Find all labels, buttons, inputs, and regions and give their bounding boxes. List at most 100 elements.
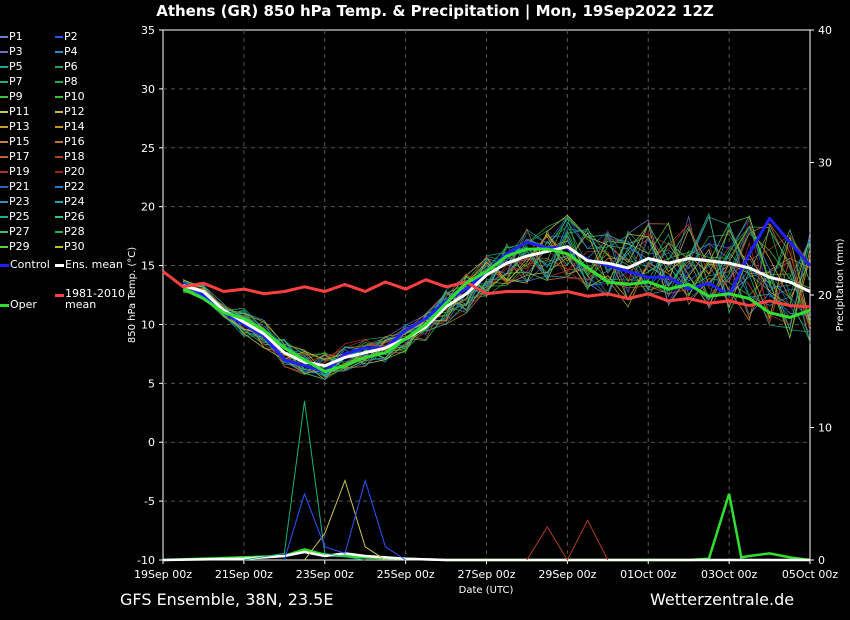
legend-item-p18: P18	[55, 150, 85, 164]
legend-swatch	[55, 293, 64, 297]
legend-item-ens-mean: Ens. mean	[55, 258, 123, 272]
y2-tick-label: 20	[818, 289, 832, 302]
legend-swatch	[0, 216, 8, 218]
legend-item-p1: P1	[0, 30, 23, 44]
legend-swatch	[0, 231, 8, 233]
y2-tick-label: 40	[818, 24, 832, 37]
legend-swatch	[0, 246, 8, 248]
legend-label: P30	[64, 240, 85, 253]
legend-item-p11: P11	[0, 105, 30, 119]
legend-label: P12	[64, 105, 85, 118]
legend-label: P8	[64, 75, 78, 88]
y-tick-label: 10	[141, 318, 155, 331]
legend-label: P22	[64, 180, 85, 193]
legend-item-p14: P14	[55, 120, 85, 134]
legend-swatch	[0, 111, 8, 113]
member-line-p18	[183, 223, 811, 375]
legend-item-p23: P23	[0, 195, 30, 209]
legend-label: Control	[10, 258, 50, 271]
legend-item-p27: P27	[0, 225, 30, 239]
legend-item-p26: P26	[55, 210, 85, 224]
legend-label: P17	[9, 150, 30, 163]
legend-label: P29	[9, 240, 30, 253]
legend-item-p9: P9	[0, 90, 23, 104]
legend-label: P2	[64, 30, 78, 43]
legend-item-p29: P29	[0, 240, 30, 254]
x-tick-label: 01Oct 00z	[620, 568, 677, 581]
legend-swatch	[0, 126, 8, 128]
legend-item-p28: P28	[55, 225, 85, 239]
legend-label: P7	[9, 75, 23, 88]
x-tick-label: 27Sep 00z	[458, 568, 516, 581]
legend-item-p12: P12	[55, 105, 85, 119]
legend-item-p19: P19	[0, 165, 30, 179]
member-line-p23	[183, 243, 811, 380]
legend-label: P27	[9, 225, 30, 238]
legend-swatch	[55, 263, 64, 267]
legend-swatch	[55, 96, 63, 98]
legend-swatch	[55, 126, 63, 128]
legend-swatch	[55, 81, 63, 83]
legend-label: P5	[9, 60, 23, 73]
legend-item-p10: P10	[55, 90, 85, 104]
legend-swatch	[55, 186, 63, 188]
legend-label: P21	[9, 180, 30, 193]
member-line-p24	[182, 221, 811, 376]
legend-item-p8: P8	[55, 75, 78, 89]
precipitation-lines	[162, 400, 811, 562]
legend-label: P25	[9, 210, 30, 223]
y-tick-label: 35	[141, 24, 155, 37]
legend-item-p4: P4	[55, 45, 78, 59]
legend-swatch	[55, 246, 63, 248]
legend-label: 1981-2010 mean	[65, 288, 125, 310]
legend-label-line: 1981-2010	[65, 287, 125, 300]
model-info: GFS Ensemble, 38N, 23.5E	[120, 590, 334, 609]
legend-label: P15	[9, 135, 30, 148]
legend-label-line: mean	[65, 298, 97, 311]
legend-label: P11	[9, 105, 30, 118]
legend-item-p2: P2	[55, 30, 78, 44]
x-tick-label: 19Sep 00z	[134, 568, 192, 581]
legend-swatch	[0, 141, 8, 143]
legend-swatch	[55, 51, 63, 53]
legend-item-p5: P5	[0, 60, 23, 74]
legend-item-p17: P17	[0, 150, 30, 164]
legend-item-p25: P25	[0, 210, 30, 224]
legend-swatch	[0, 51, 8, 53]
precip-line-p2	[283, 478, 406, 561]
site-credit[interactable]: Wetterzentrale.de	[650, 590, 795, 609]
legend-item-p24: P24	[55, 195, 85, 209]
precip-line-p18	[526, 519, 609, 562]
y-tick-label: 0	[148, 436, 155, 449]
legend-swatch	[55, 201, 63, 203]
y2-tick-label: 10	[818, 422, 832, 435]
y-axis-label: 850 hPa Temp. (°C)	[127, 247, 138, 343]
legend-label: P1	[9, 30, 23, 43]
legend-label: P13	[9, 120, 30, 133]
series-line-oper	[182, 247, 811, 374]
series-line-ens-mean	[182, 245, 811, 368]
y-tick-label: 20	[141, 201, 155, 214]
y-tick-label: -10	[137, 554, 155, 567]
x-tick-label: 23Sep 00z	[296, 568, 354, 581]
legend-label: P19	[9, 165, 30, 178]
y2-axis-label: Precipitation (mm)	[835, 238, 846, 331]
legend-swatch	[0, 303, 9, 307]
legend-item-control: Control	[0, 258, 50, 272]
legend-label: P26	[64, 210, 85, 223]
y2-tick-label: 0	[818, 554, 825, 567]
x-tick-label: 29Sep 00z	[538, 568, 596, 581]
legend-swatch	[0, 263, 9, 267]
x-tick-label: 21Sep 00z	[215, 568, 273, 581]
x-tick-label: 03Oct 00z	[701, 568, 758, 581]
legend-item-p30: P30	[55, 240, 85, 254]
member-line-p6	[183, 225, 811, 362]
legend-swatch	[0, 81, 8, 83]
legend-swatch	[0, 66, 8, 68]
precip-line-p7	[243, 400, 366, 561]
x-axis: 19Sep 00z 21Sep 00z 23Sep 00z 25Sep 00z 27Se…	[134, 560, 838, 581]
legend-swatch	[55, 231, 63, 233]
legend-label: Oper	[10, 298, 37, 311]
legend-label: P24	[64, 195, 85, 208]
y-tick-label: 30	[141, 83, 155, 96]
